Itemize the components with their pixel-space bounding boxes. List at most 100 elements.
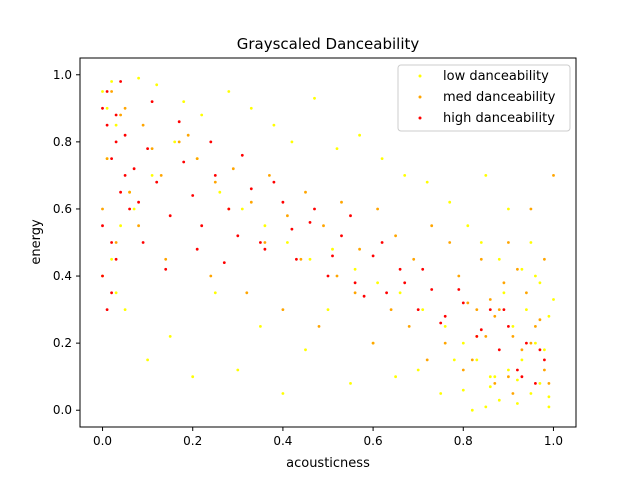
data-point (543, 358, 546, 362)
data-point (272, 180, 276, 184)
data-point (263, 241, 267, 244)
data-point (520, 375, 524, 379)
data-point (525, 308, 528, 311)
x-axis: 0.0 0.2 0.4 0.6 0.8 1.0 (93, 427, 563, 448)
data-point (538, 382, 542, 385)
data-point (520, 358, 524, 362)
data-point (412, 257, 416, 261)
data-point (516, 368, 519, 372)
data-point (195, 157, 199, 161)
data-point (105, 90, 109, 93)
data-point (101, 274, 104, 278)
data-point (326, 308, 330, 311)
data-point (168, 214, 172, 218)
data-point (497, 398, 501, 402)
data-point (461, 368, 465, 372)
data-point (353, 291, 357, 295)
data-point (398, 291, 402, 295)
data-point (168, 335, 172, 338)
data-point (295, 257, 298, 261)
data-point (543, 257, 546, 261)
data-point (502, 281, 506, 285)
data-point (358, 247, 361, 251)
points-layer (101, 76, 555, 412)
data-point (407, 325, 411, 328)
data-point (308, 221, 312, 224)
data-point (479, 328, 483, 332)
data-point (272, 123, 276, 127)
data-point (380, 241, 384, 244)
data-point (470, 358, 474, 362)
data-point (470, 408, 474, 412)
data-point (507, 241, 510, 244)
data-point (299, 257, 303, 261)
data-point (425, 180, 429, 184)
data-point (195, 247, 199, 251)
data-point (376, 207, 379, 211)
data-point (371, 254, 375, 258)
data-point (340, 200, 343, 204)
data-point (534, 341, 537, 345)
y-tick-label: 0.2 (53, 336, 72, 350)
data-point (164, 267, 168, 271)
data-point (110, 157, 113, 161)
data-point (398, 267, 402, 271)
data-point (123, 174, 127, 177)
data-point (105, 157, 109, 161)
data-point (529, 392, 533, 395)
data-point (479, 257, 483, 261)
data-point (286, 241, 289, 244)
data-point (439, 392, 443, 395)
legend-box (397, 64, 571, 132)
data-point (259, 241, 262, 244)
data-point (497, 308, 501, 311)
data-point (430, 288, 434, 291)
data-point (213, 180, 217, 184)
data-point (340, 234, 343, 238)
data-point (525, 291, 528, 295)
legend-marker-low (418, 74, 422, 78)
data-point (105, 123, 109, 127)
data-point (353, 281, 357, 285)
x-tick-label: 0.0 (93, 434, 112, 448)
legend-label-low: low danceability (443, 69, 549, 84)
data-point (137, 200, 141, 204)
data-point (511, 392, 515, 395)
y-tick-label: 1.0 (53, 68, 72, 82)
data-point (439, 321, 443, 325)
data-point (380, 157, 384, 161)
data-point (110, 90, 113, 93)
data-point (452, 358, 456, 362)
data-point (488, 375, 492, 379)
data-point (182, 100, 186, 103)
data-point (389, 308, 393, 311)
data-point (150, 174, 154, 177)
data-point (425, 358, 429, 362)
data-point (132, 167, 136, 171)
data-point (358, 133, 361, 137)
data-point (511, 325, 515, 328)
data-point (543, 348, 546, 352)
data-point (443, 325, 447, 328)
legend-marker-high (418, 116, 422, 120)
data-point (263, 247, 267, 251)
data-point (119, 80, 122, 83)
data-point (475, 335, 479, 338)
data-point (209, 274, 213, 278)
data-point (114, 140, 118, 144)
data-point (376, 281, 379, 285)
data-point (137, 224, 141, 228)
data-point (141, 241, 145, 244)
data-point (141, 123, 145, 127)
data-point (461, 388, 465, 392)
data-point (534, 325, 537, 328)
x-axis-label: acousticness (286, 456, 370, 471)
data-point (443, 314, 447, 318)
data-point (114, 123, 118, 127)
data-point (110, 291, 113, 295)
data-point (123, 308, 127, 311)
data-point (114, 257, 118, 261)
data-point (281, 392, 285, 395)
data-point (466, 224, 470, 228)
